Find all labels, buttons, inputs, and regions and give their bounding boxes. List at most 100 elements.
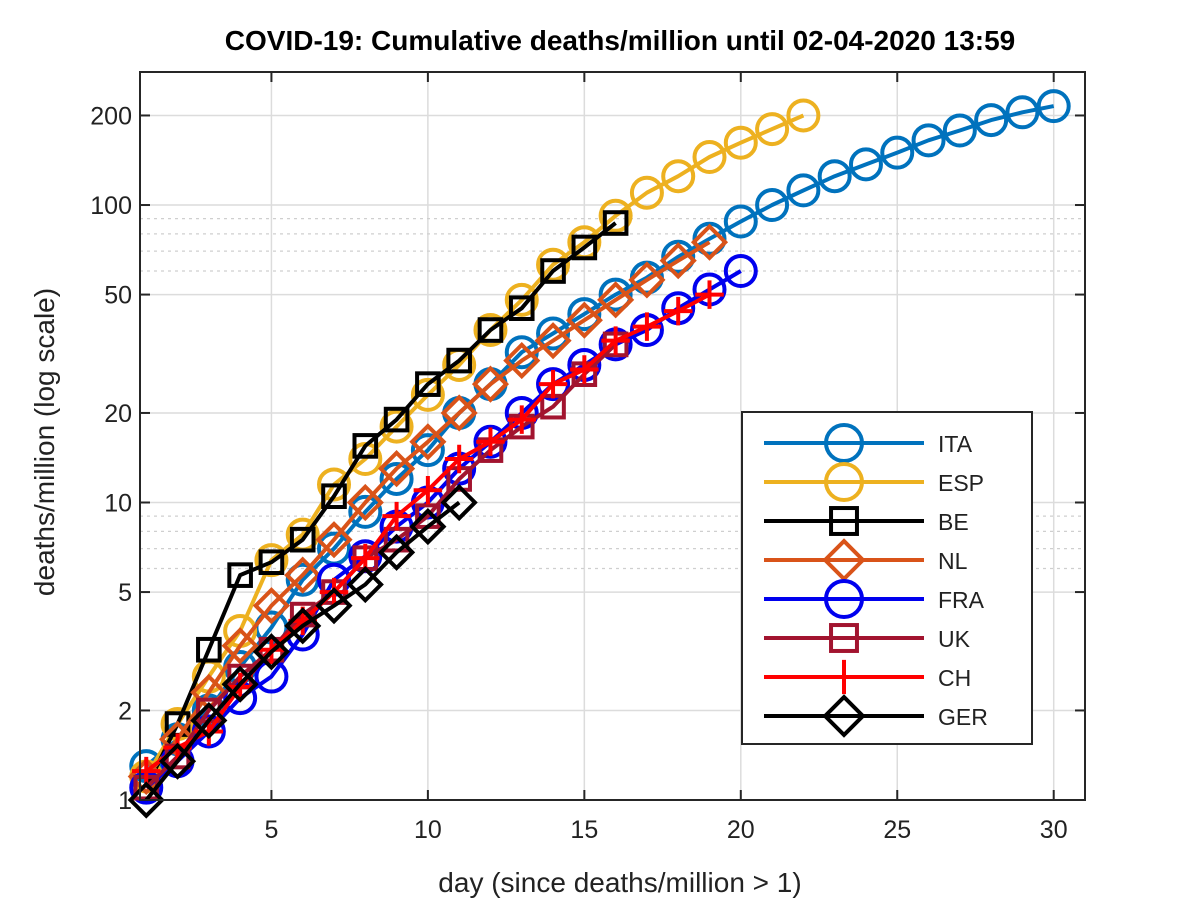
- data-point-nl: [440, 394, 478, 432]
- y-tick-label: 20: [104, 400, 132, 428]
- chart-title: COVID-19: Cumulative deaths/million unti…: [225, 25, 1015, 56]
- data-point-ch: [663, 296, 693, 326]
- data-point-ita: [661, 239, 696, 274]
- data-point-be: [540, 258, 566, 284]
- data-point-nl: [659, 242, 697, 280]
- data-point-nl: [690, 223, 729, 261]
- data-point-ita: [723, 204, 758, 239]
- y-tick-label: 100: [90, 192, 132, 220]
- series-ger: [127, 483, 478, 819]
- data-point-nl: [252, 587, 291, 625]
- data-point-be: [321, 483, 347, 510]
- data-point-ita: [1036, 89, 1071, 124]
- data-point-esp: [629, 175, 664, 210]
- data-point-ger: [284, 607, 322, 645]
- legend-item-ger: GER: [764, 694, 988, 738]
- data-point-ita: [379, 461, 414, 496]
- data-point-nl: [378, 450, 416, 488]
- series-line-be: [144, 221, 617, 789]
- x-axis-label: day (since deaths/million > 1): [438, 867, 801, 898]
- data-point-ita: [786, 173, 821, 208]
- data-point-ch: [632, 312, 662, 341]
- data-point-nl: [597, 281, 635, 319]
- x-tick-label: 30: [1040, 816, 1068, 844]
- x-tick-label: 15: [570, 816, 598, 844]
- series-layer: [127, 89, 1071, 819]
- legend-item-esp: ESP: [764, 462, 984, 502]
- legend-item-ita: ITA: [764, 423, 973, 463]
- data-point-be: [508, 295, 535, 321]
- data-point-esp: [504, 282, 539, 317]
- legend: ITA ESP BE NL FRA UK CH GER: [741, 411, 1033, 745]
- y-tick-label: 2: [118, 697, 132, 725]
- legend-item-be: BE: [764, 506, 969, 536]
- data-point-ger: [346, 565, 384, 604]
- data-point-ita: [848, 147, 883, 182]
- legend-label: ITA: [938, 431, 973, 457]
- legend-item-uk: UK: [764, 623, 971, 653]
- series-line-uk: [144, 342, 617, 790]
- legend-marker: [829, 623, 859, 653]
- data-point-ch: [538, 369, 568, 399]
- data-point-be: [196, 636, 222, 663]
- series-ita: [129, 89, 1071, 784]
- legend-label: NL: [938, 548, 968, 574]
- data-point-ita: [817, 159, 852, 194]
- data-point-ita: [755, 188, 790, 223]
- data-point-ch: [382, 501, 411, 531]
- data-point-esp: [692, 140, 727, 175]
- data-point-ita: [348, 494, 383, 529]
- y-axis-label: deaths/million (log scale): [29, 288, 60, 596]
- legend-label: CH: [938, 665, 971, 691]
- data-point-be: [289, 526, 316, 553]
- data-point-fra: [473, 424, 508, 459]
- legend-marker: [826, 659, 862, 695]
- data-point-ita: [567, 297, 602, 332]
- data-point-ger: [190, 701, 228, 740]
- legend-label: FRA: [938, 587, 985, 613]
- data-point-be: [352, 433, 379, 459]
- legend-marker: [829, 506, 859, 536]
- data-point-nl: [503, 341, 541, 380]
- data-point-ch: [507, 405, 537, 434]
- data-point-ch: [695, 280, 724, 309]
- data-point-nl: [534, 322, 572, 360]
- data-point-ger: [409, 508, 447, 546]
- data-point-ger: [127, 781, 165, 819]
- y-tick-label: 10: [104, 490, 132, 518]
- data-point-be: [258, 549, 285, 576]
- data-point-nl: [346, 483, 384, 522]
- data-point-ger: [315, 587, 353, 625]
- data-point-ger: [158, 742, 197, 780]
- data-point-ita: [911, 123, 946, 158]
- legend-label: UK: [938, 626, 971, 652]
- legend-item-fra: FRA: [764, 579, 985, 619]
- data-point-esp: [786, 98, 821, 133]
- data-point-be: [446, 347, 472, 374]
- data-point-fra: [536, 367, 571, 402]
- data-point-ch: [476, 427, 505, 457]
- data-point-ita: [942, 113, 977, 148]
- legend-item-ch: CH: [764, 659, 971, 695]
- x-tick-label: 20: [727, 816, 755, 844]
- y-tick-label: 200: [90, 102, 132, 130]
- data-point-be: [383, 406, 410, 433]
- data-point-esp: [254, 543, 289, 578]
- data-point-ch: [132, 756, 161, 786]
- data-point-nl: [315, 521, 353, 559]
- x-tick-label: 10: [414, 816, 442, 844]
- data-point-ita: [598, 277, 633, 312]
- data-point-ch: [570, 355, 599, 384]
- data-point-ita: [974, 103, 1009, 138]
- x-tick-label: 25: [883, 816, 911, 844]
- data-point-nl: [471, 365, 510, 403]
- legend-item-nl: NL: [764, 538, 968, 582]
- data-point-ch: [444, 444, 474, 474]
- data-point-be: [227, 562, 253, 588]
- data-point-ger: [440, 483, 478, 522]
- data-point-ger: [378, 533, 416, 571]
- data-point-nl: [565, 301, 603, 339]
- data-point-esp: [379, 409, 414, 444]
